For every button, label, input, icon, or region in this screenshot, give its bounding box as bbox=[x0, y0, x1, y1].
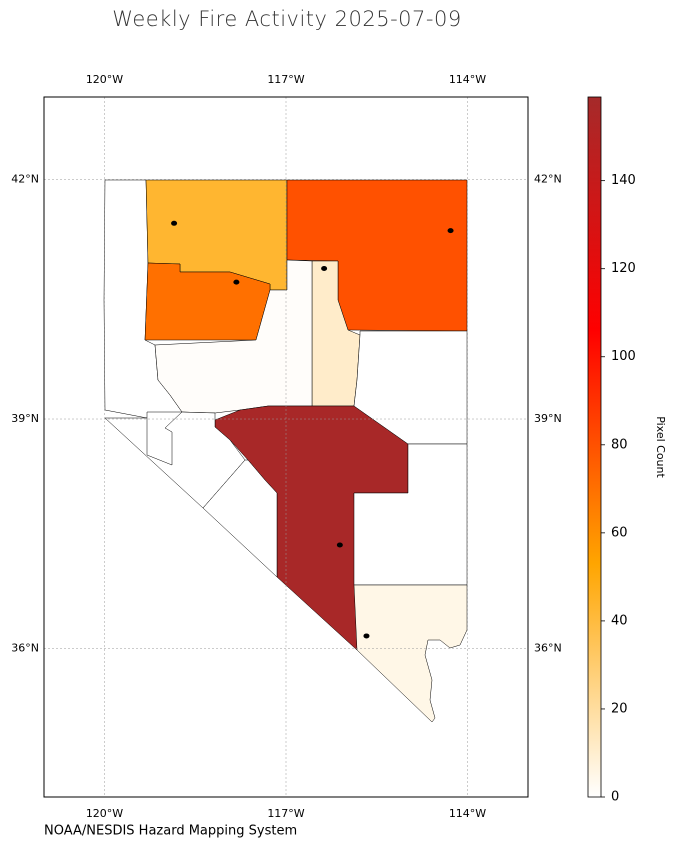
y-tick-label: 39°N bbox=[11, 412, 39, 425]
y-tick-label: 42°N bbox=[11, 172, 39, 185]
colorbar bbox=[587, 96, 602, 798]
colorbar-tick-label: 40 bbox=[611, 613, 628, 628]
colorbar-tick-label: 20 bbox=[611, 701, 628, 716]
x-tick-label: 117°W bbox=[267, 73, 304, 86]
y-tick-label: 36°N bbox=[534, 642, 562, 655]
county bbox=[353, 330, 468, 445]
y-tick-label: 42°N bbox=[534, 172, 562, 185]
colorbar-label: Pixel Count bbox=[654, 416, 667, 478]
map-area bbox=[44, 97, 528, 797]
colorbar-tick-label: 80 bbox=[611, 437, 628, 452]
fire-point bbox=[321, 265, 328, 271]
fire-point bbox=[447, 228, 454, 234]
county bbox=[202, 459, 278, 578]
x-tick-label: 120°W bbox=[86, 807, 123, 820]
y-tick-label: 36°N bbox=[11, 642, 39, 655]
colorbar-tick-label: 120 bbox=[611, 261, 636, 276]
fire-point bbox=[171, 220, 178, 226]
x-tick-label: 114°W bbox=[449, 73, 486, 86]
chart-title: Weekly Fire Activity 2025-07-09 bbox=[112, 7, 461, 31]
colorbar-tick-label: 100 bbox=[611, 349, 636, 364]
y-tick-label: 39°N bbox=[534, 412, 562, 425]
fire-point bbox=[336, 542, 343, 548]
x-tick-label: 117°W bbox=[267, 807, 304, 820]
source-note: NOAA/NESDIS Hazard Mapping System bbox=[44, 824, 297, 839]
fire-point bbox=[233, 279, 240, 285]
x-tick-label: 114°W bbox=[449, 807, 486, 820]
fire-point bbox=[363, 633, 370, 639]
county bbox=[353, 584, 468, 723]
colorbar-tick-label: 0 bbox=[611, 790, 619, 805]
x-tick-label: 120°W bbox=[86, 73, 123, 86]
map-frame bbox=[43, 96, 529, 798]
colorbar-tick-label: 140 bbox=[611, 173, 636, 188]
colorbar-tick-label: 60 bbox=[611, 525, 628, 540]
